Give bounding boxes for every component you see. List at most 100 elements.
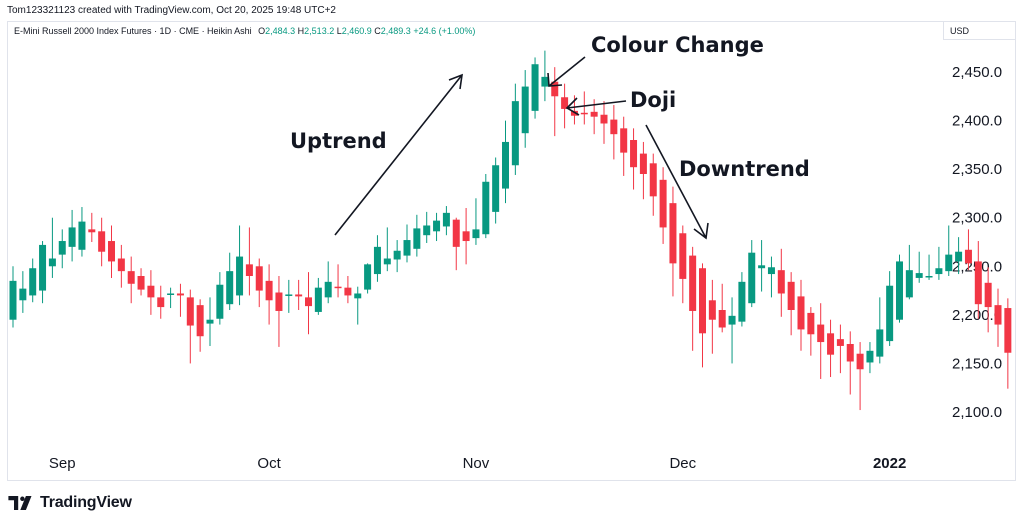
candle (68, 209, 76, 262)
candle-body (108, 241, 115, 262)
candle (403, 224, 411, 263)
candle-body (964, 249, 972, 264)
candle-body (413, 228, 421, 249)
candle (324, 261, 332, 304)
candle (669, 186, 677, 297)
candle-body (945, 254, 953, 272)
candle (344, 276, 352, 304)
open-label: O (258, 26, 266, 36)
candle (511, 83, 519, 175)
candle (196, 299, 204, 352)
candle (886, 271, 894, 346)
candle-body (354, 293, 362, 299)
candle-body (639, 153, 647, 174)
candle (758, 240, 766, 292)
candle-body (580, 112, 588, 115)
candle (502, 120, 509, 204)
candle (285, 279, 293, 313)
uptrend-label: Uptrend (290, 129, 387, 153)
candle (767, 256, 775, 298)
candle (807, 307, 815, 356)
candle (994, 288, 1002, 347)
tradingview-logo-icon (8, 496, 32, 510)
candle-body (728, 315, 736, 325)
candle-body (610, 119, 618, 135)
candle-body (955, 251, 963, 262)
candle (255, 258, 263, 308)
candle (708, 279, 716, 354)
candle-body (472, 229, 480, 239)
candle-body (88, 229, 96, 233)
candle-body (147, 285, 155, 298)
candle (945, 225, 953, 276)
candle-body (482, 181, 490, 235)
doji-arrow (565, 97, 627, 116)
candle-body (758, 265, 766, 269)
candle-body (324, 281, 332, 298)
candle-body (314, 287, 322, 312)
candle (58, 229, 66, 269)
candle-body (245, 264, 253, 276)
tradingview-brand: TradingView (40, 494, 132, 511)
candle (334, 264, 342, 298)
candle (748, 240, 756, 308)
candle (925, 254, 933, 280)
tradingview-logo[interactable]: TradingView (8, 494, 132, 512)
candle (373, 235, 381, 282)
candle-body (176, 293, 184, 296)
candle (827, 319, 835, 378)
candle (176, 283, 184, 317)
candle-body (236, 256, 244, 296)
candle-body (659, 179, 667, 228)
candle (531, 57, 539, 119)
candle (9, 266, 17, 328)
candle-body (905, 270, 913, 298)
candle (561, 83, 569, 129)
candle (88, 212, 96, 242)
candle-body (915, 273, 923, 278)
candle-body (718, 310, 726, 328)
candle (955, 237, 963, 275)
x-tick-label: Dec (669, 455, 696, 472)
candle-body (295, 294, 303, 297)
candle-body (502, 141, 509, 189)
candle-body (836, 339, 844, 346)
y-tick-label: 2,100.0 (952, 404, 1002, 421)
candle-body (541, 76, 549, 87)
currency-selector[interactable]: USD (943, 22, 1015, 40)
low-label: L (336, 26, 342, 36)
candle-body (68, 227, 76, 247)
candle-body (925, 276, 933, 278)
high-value: 2,513.2 (304, 26, 335, 36)
x-tick-label: 2022 (873, 455, 906, 472)
candle (29, 258, 37, 303)
candle-body (167, 293, 175, 295)
candle-body (206, 319, 214, 324)
candle (964, 229, 972, 271)
candle-body (866, 350, 874, 363)
candle (915, 251, 923, 283)
candle (492, 157, 500, 224)
y-tick-label: 2,150.0 (952, 355, 1002, 372)
candle (649, 153, 657, 216)
candle-body (48, 258, 56, 267)
candle-body (137, 276, 145, 290)
candle (984, 267, 992, 333)
candle-body (78, 221, 86, 250)
candle (147, 270, 155, 315)
candle (265, 264, 273, 325)
candle-body (669, 203, 677, 264)
price-axis: 2,100.02,150.02,200.02,250.02,300.02,350… (952, 64, 1002, 421)
candle-body (590, 111, 598, 117)
candle-body (334, 286, 342, 289)
candle (974, 241, 982, 319)
candle-body (157, 297, 165, 308)
candle (699, 263, 706, 368)
colour-change-arrow (547, 56, 586, 87)
close-value: 2,489.3 (380, 26, 411, 36)
candle (935, 246, 943, 280)
candle (896, 254, 903, 323)
candle-body (748, 252, 756, 304)
candle-body (876, 329, 884, 357)
